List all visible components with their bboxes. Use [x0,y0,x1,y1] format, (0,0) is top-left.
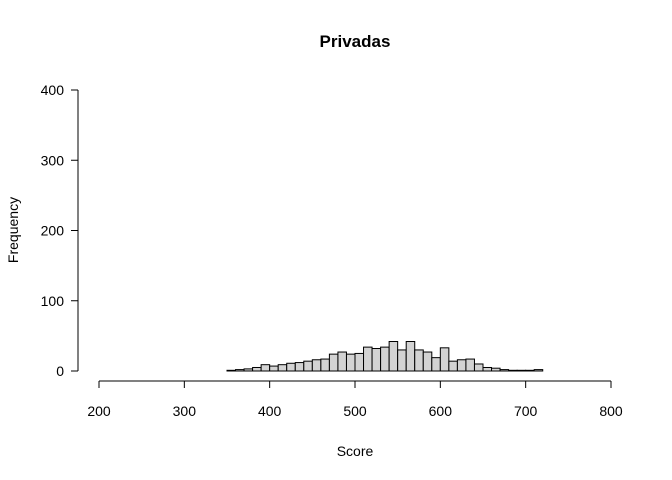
histogram-bar [508,369,518,372]
y-tick-label: 100 [41,293,65,309]
histogram-bar [499,369,510,372]
histogram-bar [422,351,433,372]
histogram-bar [345,353,356,372]
histogram-bar [243,368,254,372]
x-tick-label: 500 [343,403,367,419]
histogram-bar [414,349,424,372]
histogram-bar [525,369,535,372]
histogram-bar [491,367,501,372]
histogram-bar [260,364,271,372]
x-tick-label: 600 [429,403,453,419]
histogram-bar [294,362,305,372]
x-axis: 200 300 400 500 600 700 800 [87,380,623,419]
histogram-bar [473,363,484,372]
x-tick-label: 700 [514,403,538,419]
histogram-bar [252,366,262,372]
y-tick-label: 0 [56,363,64,379]
histogram-bar [303,360,313,372]
histogram-bar [380,346,390,372]
histogram-bar [456,359,467,372]
histogram-bar [286,362,296,372]
y-tick-label: 400 [41,82,65,98]
histogram-bar [516,369,527,372]
histogram-bar [431,357,441,372]
histogram-bar [482,366,493,372]
histogram-bar [311,359,322,372]
x-tick-label: 200 [87,403,111,419]
histogram-bar [363,346,373,372]
histogram-bar [405,341,416,372]
y-tick-label: 300 [41,152,65,168]
x-tick-label: 800 [599,403,623,419]
histogram-bar [533,369,544,372]
y-tick-label: 200 [41,223,65,239]
chart-title: Privadas [320,32,391,51]
y-axis-title: Frequency [5,197,21,263]
histogram-bar [269,365,279,372]
histogram-bar [397,349,407,372]
histogram-bar [465,358,475,372]
histogram-bar [226,369,237,372]
histogram-bar [235,369,245,372]
histogram-bar [439,347,450,372]
histogram-bar [371,348,382,372]
histogram-bar [448,360,458,372]
y-axis: 0 100 200 300 400 [41,82,79,379]
histogram-bar [388,341,399,372]
histogram-bar [354,352,365,372]
histogram-bar [320,358,330,372]
histogram-bar [277,364,288,372]
x-axis-title: Score [337,443,374,459]
histogram-bar [328,353,339,372]
x-tick-label: 400 [258,403,282,419]
x-tick-label: 300 [173,403,197,419]
histogram-bar [337,351,347,372]
bars-group [226,341,544,372]
